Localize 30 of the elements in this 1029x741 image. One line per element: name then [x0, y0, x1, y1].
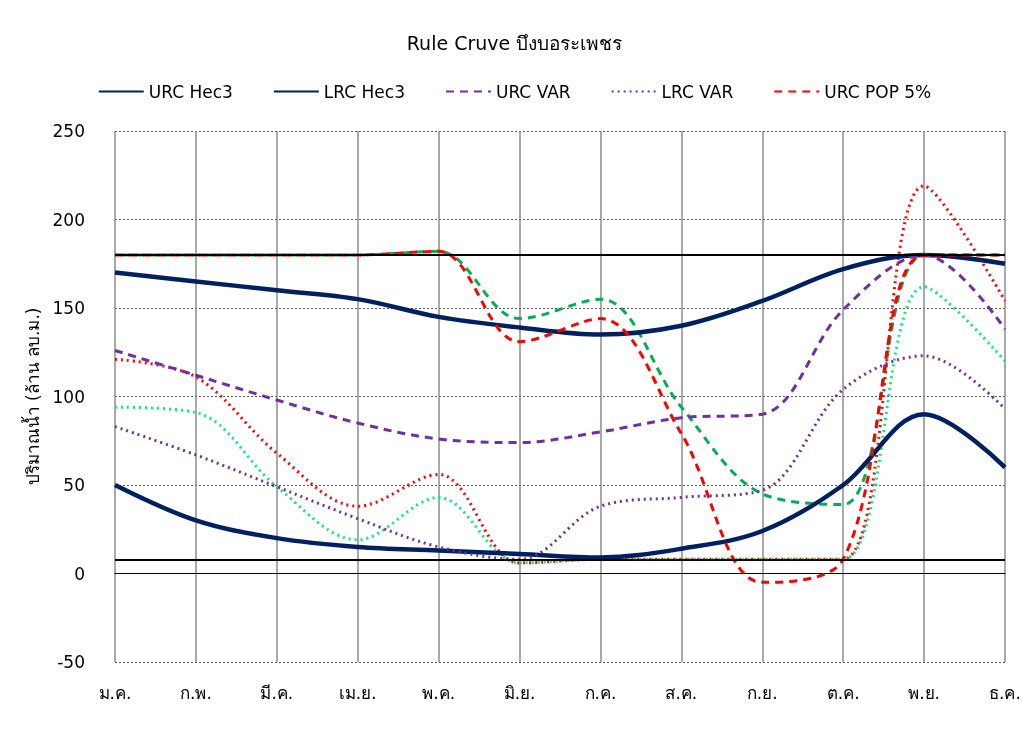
y-tick-label: 200 [52, 209, 85, 230]
legend-label: URC VAR [495, 81, 571, 102]
legend-label: URC POP 5% [824, 81, 932, 102]
x-tick-label: พ.ค. [422, 682, 456, 703]
y-axis-title: ปริมาณน้ำ (ล้าน ลบ.ม.) [21, 307, 44, 486]
x-tick-label: มิ.ย. [503, 682, 536, 703]
line-series [113, 253, 1007, 445]
x-tick-label: ก.พ. [180, 682, 212, 703]
y-tick-label: -50 [57, 652, 85, 672]
y-tick-label: 150 [52, 298, 85, 318]
legend-label: LRC Hec3 [323, 81, 405, 102]
chart-title: Rule Cruve บึงบอระเพชร [406, 31, 623, 54]
line-series [112, 411, 1008, 560]
x-tick-label: พ.ย. [908, 682, 940, 703]
legend-label: LRC VAR [661, 81, 734, 102]
x-tick-label: ส.ค. [665, 682, 698, 703]
x-tick-label: ต.ค. [826, 682, 860, 703]
y-tick-label: 100 [52, 386, 85, 407]
x-tick-label: เม.ย. [338, 682, 377, 703]
x-tick-label: ก.ค. [584, 682, 617, 703]
x-tick-label: ธ.ค. [989, 682, 1021, 703]
x-tick-label: มี.ค. [260, 682, 294, 703]
x-tick-label: ก.ย. [746, 682, 778, 703]
y-tick-label: 50 [63, 475, 85, 495]
line-series [112, 252, 1008, 337]
line-series [113, 285, 1007, 565]
legend-label: URC Hec3 [148, 81, 233, 102]
y-tick-label: 250 [52, 121, 85, 141]
y-tick-label: 0 [74, 563, 85, 584]
x-tick-label: ม.ค. [98, 682, 132, 703]
